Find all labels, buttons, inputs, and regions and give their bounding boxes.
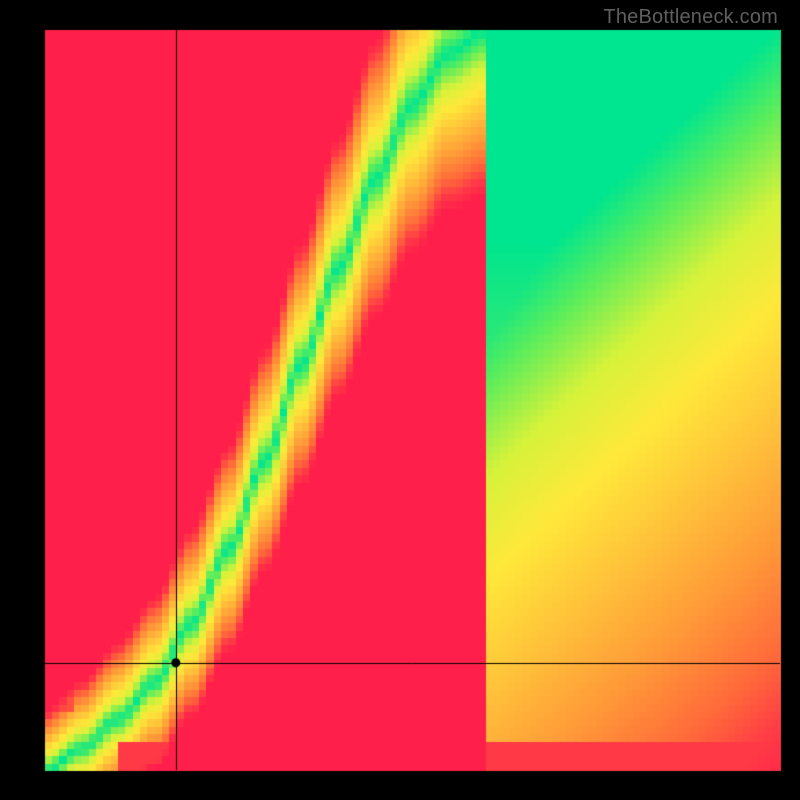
watermark-text: TheBottleneck.com (603, 6, 778, 29)
bottleneck-heatmap (0, 0, 800, 800)
chart-container: TheBottleneck.com (0, 0, 800, 800)
